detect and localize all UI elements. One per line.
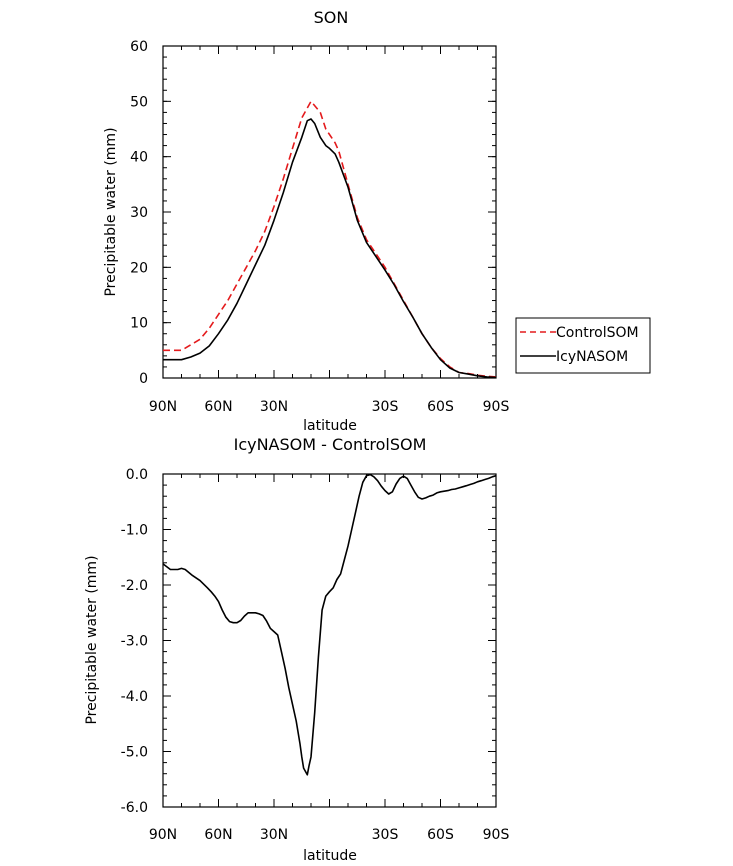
top-x-tick-labels: 90N 60N 30N 30S 60S 90S: [149, 399, 510, 415]
top-x-tick-label: 30N: [260, 399, 288, 415]
top-series-line-icynasom: [163, 118, 497, 379]
bottom-chart-title: IcyNASOM - ControlSOM: [234, 435, 427, 454]
top-y-tick-label: 10: [130, 316, 148, 332]
legend-label-icynasom: IcyNASOM: [556, 349, 628, 365]
bottom-panel: IcyNASOM - ControlSOM 0.0 -1.0 -2.0 -3.0 -4.…: [84, 435, 509, 864]
top-y-axis-label: Precipitable water (mm): [103, 127, 119, 296]
top-y-tick-label: 50: [130, 94, 148, 110]
bottom-y-tick-label: -5.0: [121, 745, 148, 761]
bottom-plot-frame: [162, 473, 497, 808]
bottom-x-tick-label: 60N: [204, 827, 232, 843]
top-x-tick-label: 90S: [483, 399, 510, 415]
top-chart-title: SON: [314, 8, 349, 27]
top-y-tick-label: 60: [130, 39, 148, 55]
bottom-series-lines: [162, 473, 497, 776]
bottom-y-axis-label: Precipitable water (mm): [84, 555, 100, 724]
bottom-y-tick-label: -4.0: [121, 689, 148, 705]
top-y-tick-label: 40: [130, 150, 148, 166]
legend: ControlSOM IcyNASOM: [515, 317, 651, 374]
legend-box: [515, 317, 651, 374]
top-y-tick-labels: 0 10 20 30 40 50 60: [130, 39, 148, 387]
bottom-series-line-difference: [162, 473, 497, 776]
top-ticks: [162, 45, 497, 379]
bottom-x-tick-labels: 90N 60N 30N 30S 60S 90S: [149, 827, 510, 843]
top-plot-frame: [162, 45, 497, 379]
top-y-tick-label: 30: [130, 205, 148, 221]
bottom-x-tick-label: 30S: [372, 827, 399, 843]
bottom-x-tick-label: 90S: [483, 827, 510, 843]
top-series-line-controlsom: [163, 100, 497, 378]
top-x-axis-label: latitude: [303, 418, 357, 434]
top-series-lines: [163, 100, 497, 379]
top-x-tick-label: 60N: [204, 399, 232, 415]
top-x-tick-label: 90N: [149, 399, 177, 415]
bottom-x-tick-label: 90N: [149, 827, 177, 843]
bottom-x-axis-label: latitude: [303, 848, 357, 864]
bottom-y-tick-label: -2.0: [121, 578, 148, 594]
bottom-x-tick-label: 60S: [427, 827, 454, 843]
bottom-y-tick-labels: 0.0 -1.0 -2.0 -3.0 -4.0 -5.0 -6.0: [121, 467, 148, 816]
bottom-x-tick-label: 30N: [260, 827, 288, 843]
top-x-tick-label: 60S: [427, 399, 454, 415]
bottom-ticks: [162, 473, 497, 808]
bottom-y-tick-label: -3.0: [121, 634, 148, 650]
top-y-tick-label: 0: [139, 371, 148, 387]
bottom-y-tick-label: -1.0: [121, 523, 148, 539]
bottom-y-tick-label: -6.0: [121, 800, 148, 816]
top-y-tick-label: 20: [130, 260, 148, 276]
top-panel: SON 0 10 20 30 40 50 60 90N 60N 30N 30S 60S 90S lat…: [103, 8, 509, 434]
top-x-tick-label: 30S: [372, 399, 399, 415]
legend-label-controlsom: ControlSOM: [556, 325, 639, 341]
bottom-y-tick-label: 0.0: [126, 467, 148, 483]
